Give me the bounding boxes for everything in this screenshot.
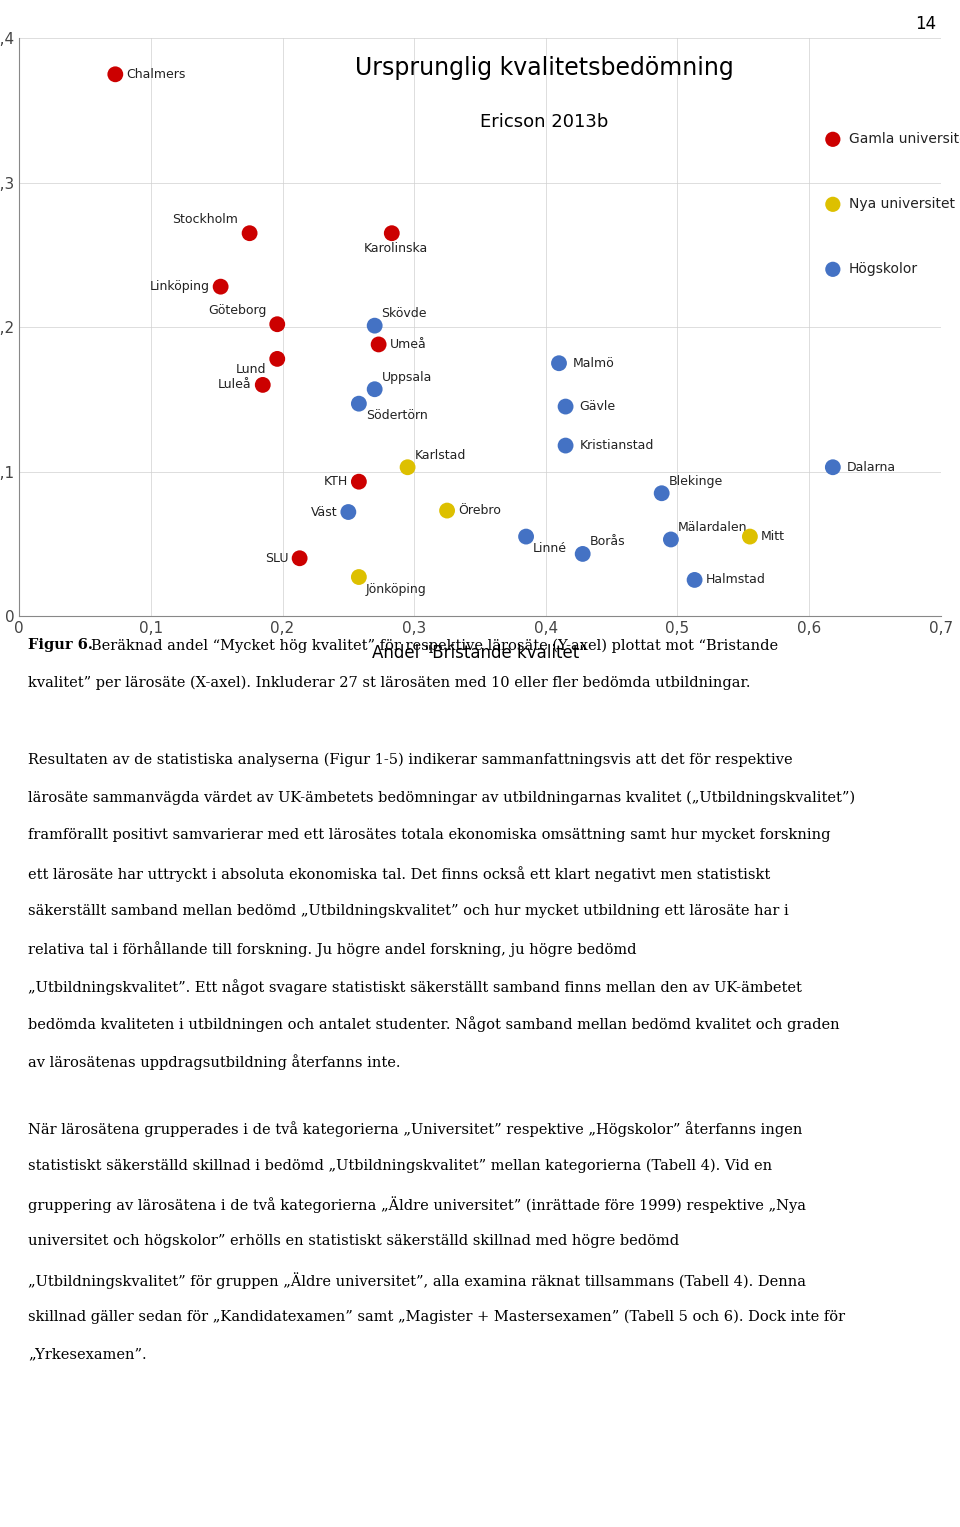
Text: universitet och högskolor” erhölls en statistiskt säkerställd skillnad med högre: universitet och högskolor” erhölls en st…: [29, 1234, 680, 1248]
Text: Luleå: Luleå: [218, 379, 252, 391]
Point: [351, 469, 367, 493]
Text: lärosäte sammanvägda värdet av UK-ämbetets bedömningar av utbildningarnas kvalit: lärosäte sammanvägda värdet av UK-ämbete…: [29, 791, 855, 805]
Text: Södertörn: Södertörn: [366, 409, 427, 423]
X-axis label: Andel "Bristande kvalitet": Andel "Bristande kvalitet": [372, 644, 588, 663]
Text: Örebro: Örebro: [458, 504, 501, 518]
Text: Mitt: Mitt: [761, 530, 785, 544]
Point: [742, 524, 757, 548]
Text: Halmstad: Halmstad: [706, 574, 765, 586]
Text: skillnad gäller sedan för „Kandidatexamen” samt „Magister + Mastersexamen” (Tabe: skillnad gäller sedan för „Kandidatexame…: [29, 1309, 846, 1324]
Text: Skövde: Skövde: [382, 307, 427, 321]
Text: Karolinska: Karolinska: [364, 243, 428, 255]
Text: „Utbildningskvalitet” för gruppen „Äldre universitet”, alla examina räknat tills: „Utbildningskvalitet” för gruppen „Äldre…: [29, 1272, 806, 1289]
Text: „Utbildningskvalitet”. Ett något svagare statistiskt säkerställt samband finns m: „Utbildningskvalitet”. Ett något svagare…: [29, 979, 803, 994]
Text: Ericson 2013b: Ericson 2013b: [480, 113, 609, 131]
Point: [440, 498, 455, 522]
Point: [351, 565, 367, 589]
Text: „Yrkesexamen”.: „Yrkesexamen”.: [29, 1347, 147, 1361]
Point: [551, 351, 566, 376]
Text: framförallt positivt samvarierar med ett lärosätes totala ekonomiska omsättning : framförallt positivt samvarierar med ett…: [29, 828, 831, 843]
Point: [663, 527, 679, 551]
Text: gruppering av lärosätena i de två kategorierna „Äldre universitet” (inrättade fö: gruppering av lärosätena i de två katego…: [29, 1197, 806, 1214]
Point: [558, 434, 573, 458]
Text: Linné: Linné: [533, 542, 567, 556]
Point: [270, 312, 285, 336]
Text: Gamla universitet: Gamla universitet: [849, 133, 960, 147]
Text: Stockholm: Stockholm: [173, 214, 238, 226]
Point: [575, 542, 590, 567]
Text: Figur 6.: Figur 6.: [29, 638, 93, 652]
Text: Jönköping: Jönköping: [366, 583, 426, 596]
Text: av lärosätenas uppdragsutbildning återfanns inte.: av lärosätenas uppdragsutbildning återfa…: [29, 1054, 401, 1070]
Point: [400, 455, 416, 479]
Text: Gävle: Gävle: [580, 400, 615, 414]
Point: [518, 524, 534, 548]
Text: Malmö: Malmö: [573, 357, 614, 370]
Text: säkerställt samband mellan bedömd „Utbildningskvalitet” och hur mycket utbildnin: säkerställt samband mellan bedömd „Utbil…: [29, 904, 789, 918]
Point: [108, 63, 123, 87]
Point: [242, 221, 257, 246]
Text: bedömda kvaliteten i utbildningen och antalet studenter. Något samband mellan be: bedömda kvaliteten i utbildningen och an…: [29, 1017, 840, 1032]
Point: [687, 568, 703, 592]
Text: Mälardalen: Mälardalen: [678, 521, 747, 534]
Point: [292, 547, 307, 571]
Text: Uppsala: Uppsala: [382, 371, 432, 383]
Text: statistiskt säkerställd skillnad i bedömd „Utbildningskvalitet” mellan kategorie: statistiskt säkerställd skillnad i bedöm…: [29, 1159, 773, 1173]
Point: [826, 192, 841, 217]
Text: Väst: Väst: [311, 505, 337, 519]
Point: [384, 221, 399, 246]
Point: [826, 455, 841, 479]
Text: Linköping: Linköping: [150, 279, 209, 293]
Text: Nya universitet: Nya universitet: [849, 197, 954, 211]
Text: Högskolor: Högskolor: [849, 263, 918, 276]
Point: [367, 377, 382, 402]
Text: Chalmers: Chalmers: [127, 67, 186, 81]
Text: Lund: Lund: [235, 363, 266, 376]
Point: [654, 481, 669, 505]
Point: [826, 257, 841, 281]
Text: Dalarna: Dalarna: [847, 461, 896, 473]
Point: [351, 391, 367, 415]
Text: Göteborg: Göteborg: [207, 304, 266, 318]
Text: kvalitet” per lärosäte (X-axel). Inkluderar 27 st lärosäten med 10 eller fler be: kvalitet” per lärosäte (X-axel). Inklude…: [29, 676, 751, 690]
Point: [255, 373, 271, 397]
Point: [213, 275, 228, 299]
Text: När lärosätena grupperades i de två kategorierna „Universitet” respektive „Högsk: När lärosätena grupperades i de två kate…: [29, 1121, 803, 1138]
Point: [341, 499, 356, 524]
Text: Ursprunglig kvalitetsbedömning: Ursprunglig kvalitetsbedömning: [355, 55, 733, 79]
Point: [826, 127, 841, 151]
Text: Borås: Borås: [589, 536, 625, 548]
Point: [371, 333, 386, 357]
Text: Umeå: Umeå: [390, 337, 426, 351]
Text: Beräknad andel “Mycket hög kvalitet” för respektive lärosäte (Y-axel) plottat mo: Beräknad andel “Mycket hög kvalitet” för…: [91, 638, 779, 654]
Text: ett lärosäte har uttryckt i absoluta ekonomiska tal. Det finns också ett klart n: ett lärosäte har uttryckt i absoluta eko…: [29, 866, 771, 881]
Text: SLU: SLU: [265, 551, 289, 565]
Point: [270, 347, 285, 371]
Text: KTH: KTH: [324, 475, 348, 489]
Text: Kristianstad: Kristianstad: [580, 440, 654, 452]
Text: Karlstad: Karlstad: [415, 449, 466, 461]
Text: 14: 14: [915, 15, 936, 34]
Point: [367, 313, 382, 337]
Text: Resultaten av de statistiska analyserna (Figur 1-5) indikerar sammanfattningsvis: Resultaten av de statistiska analyserna …: [29, 753, 793, 768]
Text: relativa tal i förhållande till forskning. Ju högre andel forskning, ju högre be: relativa tal i förhållande till forsknin…: [29, 941, 636, 957]
Text: Blekinge: Blekinge: [668, 475, 723, 487]
Point: [558, 394, 573, 418]
